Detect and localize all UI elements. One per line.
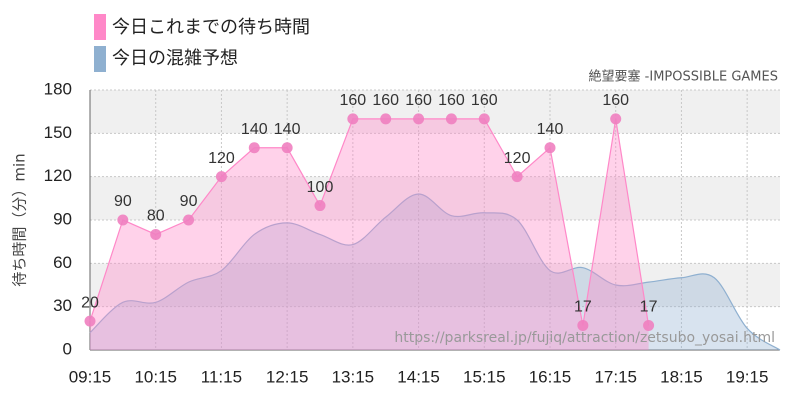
y-tick-label: 90 — [53, 209, 72, 228]
data-point — [248, 142, 260, 154]
data-point — [511, 171, 523, 183]
area-fill — [90, 193, 780, 350]
data-point — [380, 113, 392, 125]
value-label: 140 — [241, 121, 268, 138]
plot-background — [89, 89, 780, 351]
legend-label: 今日これまでの待ち時間 — [112, 17, 310, 38]
y-tick-label: 150 — [44, 123, 72, 142]
y-tick-label: 120 — [44, 166, 72, 185]
data-point — [117, 214, 129, 226]
data-point — [281, 142, 293, 154]
data-point — [643, 319, 655, 331]
grid-band — [90, 90, 780, 134]
value-label: 160 — [340, 92, 367, 109]
x-tick-label: 10:15 — [134, 367, 177, 386]
y-tick-label: 30 — [53, 296, 72, 315]
value-label: 160 — [372, 92, 399, 109]
x-tick-label: 13:15 — [332, 367, 375, 386]
value-label: 140 — [274, 121, 301, 138]
x-tick-label: 12:15 — [266, 367, 309, 386]
data-point — [347, 113, 359, 125]
value-label: 160 — [602, 92, 629, 109]
x-tick-label: 19:15 — [726, 367, 769, 386]
legend-swatch — [94, 46, 106, 72]
x-tick-label: 09:15 — [69, 367, 112, 386]
y-tick-label: 180 — [44, 79, 72, 98]
value-label: 120 — [208, 150, 235, 167]
watermark: 絶望要塞 -IMPOSSIBLE GAMES — [589, 69, 778, 85]
legend-swatch — [94, 14, 106, 40]
data-point — [215, 171, 227, 183]
data-point — [478, 113, 490, 125]
series-line — [89, 118, 650, 326]
value-label: 160 — [405, 92, 432, 109]
y-axis-label: 待ち時間（分）min — [11, 153, 29, 286]
x-tick-label: 18:15 — [660, 367, 703, 386]
value-label: 20 — [81, 294, 99, 311]
data-point — [150, 228, 162, 240]
data-point — [413, 113, 425, 125]
x-tick-label: 11:15 — [201, 367, 242, 386]
x-tick-label: 15:15 — [463, 367, 506, 386]
value-label: 120 — [504, 150, 531, 167]
value-label: 80 — [147, 208, 165, 225]
value-label: 160 — [471, 92, 498, 109]
value-label: 17 — [574, 299, 592, 316]
data-point — [544, 142, 556, 154]
data-point — [314, 200, 326, 212]
data-point — [577, 319, 589, 331]
grid-band — [90, 263, 780, 307]
data-point — [84, 315, 96, 327]
value-label: 140 — [537, 121, 564, 138]
x-tick-label: 17:15 — [594, 367, 637, 386]
value-label: 90 — [180, 193, 198, 210]
value-label: 90 — [114, 193, 132, 210]
value-label: 100 — [307, 179, 334, 196]
legend-label: 今日の混雑予想 — [112, 48, 238, 69]
value-label: 17 — [640, 299, 658, 316]
data-point — [183, 214, 195, 226]
x-tick-label: 16:15 — [529, 367, 572, 386]
y-tick-label: 0 — [63, 339, 72, 358]
x-tick-label: 14:15 — [397, 367, 440, 386]
y-tick-label: 60 — [53, 253, 72, 272]
source-url: https://parksreal.jp/fujiq/attraction/ze… — [394, 330, 775, 346]
data-point — [610, 113, 622, 125]
area-fill — [90, 118, 649, 350]
data-point — [445, 113, 457, 125]
value-label: 160 — [438, 92, 465, 109]
series-line — [89, 193, 781, 351]
